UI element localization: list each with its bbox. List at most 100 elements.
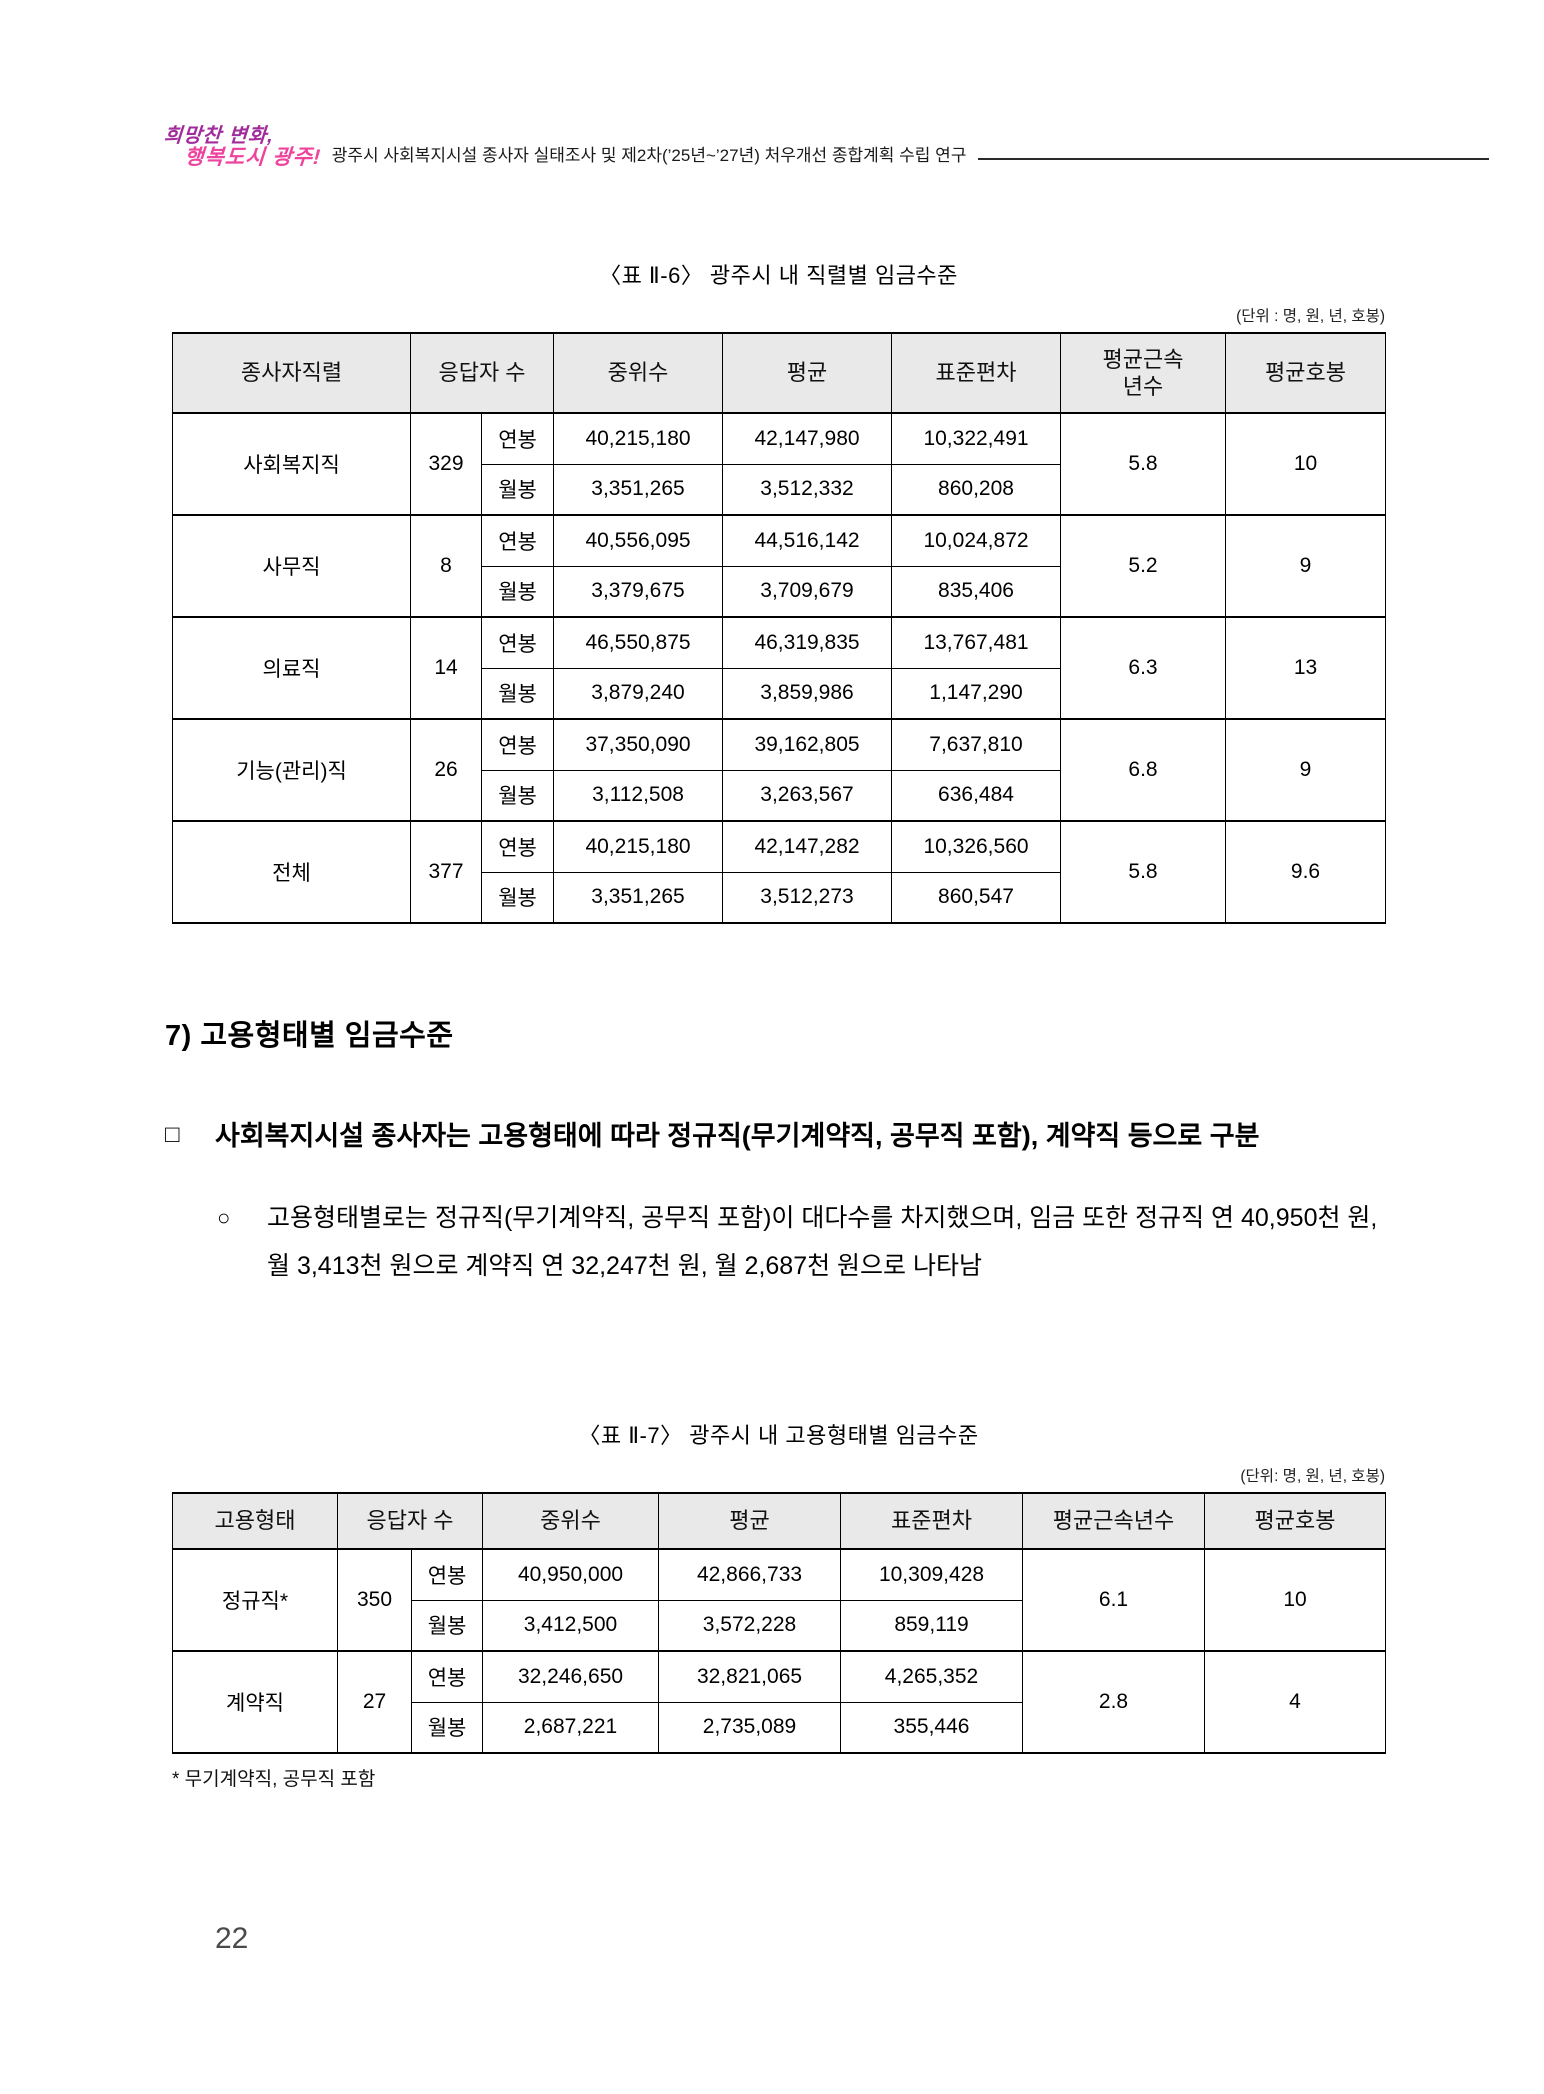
sd-cell: 10,024,872 [891,514,1062,567]
pay-type-cell: 연봉 [480,412,555,465]
table-row: 기능(관리)직 26 연봉 37,350,090 39,162,805 7,63… [172,718,1387,822]
respondent-count-cell: 377 [410,820,482,924]
tenure-cell: 2.8 [1022,1650,1206,1754]
pay-type-cell: 연봉 [480,514,555,567]
sd-cell: 835,406 [891,565,1062,618]
pay-type-cell: 월봉 [480,667,555,720]
table-header-row: 종사자직렬 응답자 수 중위수 평균 표준편차 평균근속 년수 평균호봉 [172,332,1387,414]
square-bullet-paragraph: □ 사회복지시설 종사자는 고용형태에 따라 정규직(무기계약직, 공무직 포함… [165,1112,1425,1160]
table-2-6-unit: (단위 : 명, 원, 년, 호봉) [1236,308,1385,325]
job-name-cell: 전체 [172,820,411,924]
median-cell: 37,350,090 [553,718,724,771]
tenure-cell: 6.3 [1060,616,1227,720]
header-rule [978,158,1489,161]
city-slogan-logo: 희망찬 변화, 행복도시 광주! [161,125,323,169]
median-cell: 40,215,180 [553,412,724,465]
section-7: 7) 고용형태별 임금수준 □ 사회복지시설 종사자는 고용형태에 따라 정규직… [165,1012,1425,1290]
respondent-count-cell: 27 [337,1650,412,1754]
median-cell: 32,246,650 [482,1650,660,1703]
bullet2-text: 고용형태별로는 정규직(무기계약직, 공무직 포함)이 대다수를 차지했으며, … [267,1204,1378,1281]
tenure-cell: 5.2 [1060,514,1227,618]
sd-cell: 7,637,810 [891,718,1062,771]
job-name-cell: 사회복지직 [172,412,411,516]
mean-cell: 44,516,142 [722,514,893,567]
mean-cell: 3,859,986 [722,667,893,720]
wage-by-job-table: 종사자직렬 응답자 수 중위수 평균 표준편차 평균근속 년수 평균호봉 사회복… [172,332,1387,924]
table-row: 전체 377 연봉 40,215,180 42,147,282 10,326,5… [172,820,1387,924]
job-name-cell: 의료직 [172,616,411,720]
table-2-6-block: 〈표 Ⅱ-6〉 광주시 내 직렬별 임금수준 (단위 : 명, 원, 년, 호봉… [172,258,1387,924]
pay-type-cell: 연봉 [480,718,555,771]
table-2-7-title: 〈표 Ⅱ-7〉 광주시 내 고용형태별 임금수준 [578,1423,979,1448]
grade-cell: 4 [1204,1650,1387,1754]
sd-cell: 10,326,560 [891,820,1062,873]
col-header-respondents: 응답자 수 [336,1492,484,1550]
mean-cell: 32,821,065 [658,1650,842,1703]
sd-cell: 10,322,491 [891,412,1062,465]
job-name-cell: 사무직 [172,514,411,618]
median-cell: 2,687,221 [482,1701,660,1754]
mean-cell: 42,147,282 [722,820,893,873]
pay-type-cell: 월봉 [410,1701,484,1754]
mean-cell: 3,263,567 [722,769,893,822]
table-row: 월봉 3,112,508 3,263,567 636,484 [173,769,1386,822]
mean-cell: 42,147,980 [722,412,893,465]
tenure-cell: 5.8 [1060,820,1227,924]
page-number: 22 [215,1922,249,1955]
sd-cell: 4,265,352 [840,1650,1024,1703]
median-cell: 3,412,500 [482,1599,660,1652]
col-header-respondents: 응답자 수 [409,332,555,414]
median-cell: 40,950,000 [482,1548,660,1601]
table-2-7-block: 〈표 Ⅱ-7〉 광주시 내 고용형태별 임금수준 (단위: 명, 원, 년, 호… [172,1418,1387,1791]
table-row: 정규직* 350 연봉 40,950,000 42,866,733 10,309… [172,1548,1387,1652]
sd-cell: 1,147,290 [891,667,1062,720]
respondent-count-cell: 14 [410,616,482,720]
respondent-count-cell: 350 [337,1548,412,1652]
col-header-mean: 평균 [722,332,893,414]
respondent-count-cell: 26 [410,718,482,822]
pay-type-cell: 월봉 [480,565,555,618]
col-header-tenure: 평균근속년수 [1022,1492,1206,1550]
pay-type-cell: 연봉 [480,820,555,873]
median-cell: 40,556,095 [553,514,724,567]
col-header-job: 종사자직렬 [172,332,411,414]
pay-type-cell: 월봉 [410,1599,484,1652]
report-title: 광주시 사회복지시설 종사자 실태조사 및 제2차(’25년~’27년) 처우개… [331,146,967,166]
job-name-cell: 기능(관리)직 [172,718,411,822]
mean-cell: 46,319,835 [722,616,893,669]
pay-type-cell: 월봉 [480,463,555,516]
running-header: 희망찬 변화, 행복도시 광주! 광주시 사회복지시설 종사자 실태조사 및 제… [161,125,1489,169]
grade-cell: 9.6 [1225,820,1387,924]
table-row: 사무직 8 연봉 40,556,095 44,516,142 10,024,87… [172,514,1387,618]
tenure-cell: 6.8 [1060,718,1227,822]
pay-type-cell: 연봉 [410,1650,484,1703]
sd-cell: 355,446 [840,1701,1024,1754]
mean-cell: 39,162,805 [722,718,893,771]
col-header-grade: 평균호봉 [1204,1492,1387,1550]
respondent-count-cell: 329 [410,412,482,516]
median-cell: 3,879,240 [553,667,724,720]
table-2-7-unit: (단위: 명, 원, 년, 호봉) [1240,1468,1385,1485]
median-cell: 3,379,675 [553,565,724,618]
sd-cell: 13,767,481 [891,616,1062,669]
tenure-cell: 6.1 [1022,1548,1206,1652]
logo-line1: 희망찬 변화, [163,125,275,147]
mean-cell: 3,709,679 [722,565,893,618]
table-header-row: 고용형태 응답자 수 중위수 평균 표준편차 평균근속년수 평균호봉 [172,1492,1387,1550]
employment-type-cell: 정규직* [172,1548,338,1652]
median-cell: 3,351,265 [553,463,724,516]
section-heading: 7) 고용형태별 임금수준 [165,1020,454,1052]
logo-line2: 행복도시 광주! [183,146,322,169]
employment-type-cell: 계약직 [172,1650,338,1754]
mean-cell: 2,735,089 [658,1701,842,1754]
table-row: 월봉 3,351,265 3,512,273 860,547 [173,871,1386,924]
circle-bullet-paragraph: ○ 고용형태별로는 정규직(무기계약직, 공무직 포함)이 대다수를 차지했으며… [217,1194,1425,1290]
respondent-count-cell: 8 [410,514,482,618]
col-header-median: 중위수 [482,1492,660,1550]
table-row: 의료직 14 연봉 46,550,875 46,319,835 13,767,4… [172,616,1387,720]
sd-cell: 860,208 [891,463,1062,516]
pay-type-cell: 연봉 [480,616,555,669]
wage-by-employment-type-table: 고용형태 응답자 수 중위수 평균 표준편차 평균근속년수 평균호봉 정규직* … [172,1492,1387,1754]
col-header-sd: 표준편차 [891,332,1062,414]
